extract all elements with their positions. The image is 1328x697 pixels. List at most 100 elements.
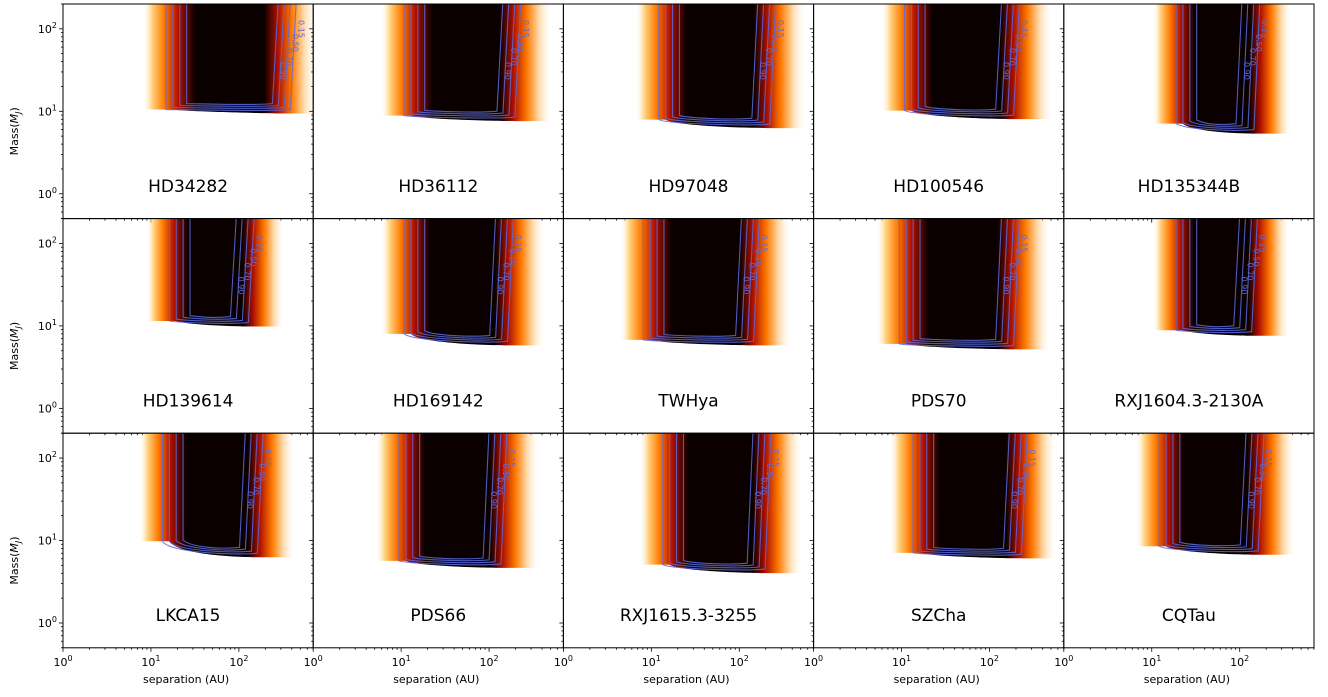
panel-title: CQTau	[1162, 606, 1216, 626]
contour-line	[676, 433, 760, 567]
heat-region	[381, 4, 551, 122]
contour-line	[669, 433, 766, 569]
heat-region	[376, 433, 539, 568]
panel-rxj1604.3-2130a: 0.150.500.700.90 RXJ1604.3-2130A	[1059, 218, 1315, 438]
contour-line	[1182, 218, 1252, 332]
heat-region	[139, 433, 294, 558]
heat-region	[1136, 433, 1295, 555]
contour-label: 0.90	[742, 277, 751, 295]
contour-line	[161, 433, 264, 555]
contour-label: 0.50	[765, 463, 774, 481]
x-tick-label: 100	[554, 654, 573, 669]
contour-label: 0.15	[1258, 235, 1267, 253]
contour-label: 0.50	[1021, 463, 1030, 481]
contour-label: 0.90	[1002, 277, 1011, 295]
contour-label: 0.70	[1246, 263, 1255, 281]
panel-heatmap: 0.150.500.700.90	[636, 4, 805, 129]
tick-marks	[1059, 432, 1315, 652]
panel-heatmap: 0.150.500.700.90	[381, 218, 544, 346]
contour-line	[671, 4, 765, 122]
contour-label: 0.15	[521, 20, 530, 38]
contour-line	[182, 433, 246, 549]
panel-cqtau: 0.150.500.700.90 CQTau	[1059, 432, 1315, 652]
contour-label: 0.90	[753, 491, 762, 509]
contour-label: 0.90	[489, 491, 498, 509]
x-tick-label: 102	[730, 654, 749, 669]
contour-label: 0.15	[1260, 20, 1269, 38]
contour-label: 0.90	[236, 277, 245, 295]
contour-line	[926, 433, 1016, 552]
contour-line	[1165, 433, 1259, 551]
panel-title: HD36112	[398, 177, 478, 197]
panel-heatmap: 0.150.500.700.90	[381, 4, 551, 122]
heat-region	[381, 218, 544, 346]
contour-line	[424, 218, 497, 337]
contour-label: 0.15	[514, 235, 523, 253]
y-tick-label: 101	[38, 103, 57, 118]
x-tick-label: 100	[1054, 654, 1073, 669]
contour-line	[662, 433, 772, 571]
contour-label: 0.70	[1252, 477, 1261, 495]
panel-heatmap: 0.150.500.700.90	[640, 433, 801, 574]
y-axis-label: Mass(MJ)	[8, 536, 23, 584]
panel-heatmap: 0.150.500.700.90	[620, 218, 791, 346]
panel-title: HD169142	[393, 392, 484, 412]
contour-line	[912, 218, 1008, 343]
contour-label: 0.15	[1020, 20, 1029, 38]
panel-title: HD100546	[893, 177, 984, 197]
contour-line	[417, 4, 510, 115]
contour-label: 0.70	[1008, 263, 1017, 281]
panel-szcha: 0.150.500.700.90 SZCha	[809, 432, 1065, 652]
contour-line	[1158, 433, 1265, 553]
panel-heatmap: 0.150.500.700.90	[376, 433, 539, 568]
contour-line	[917, 4, 1008, 113]
contour-label: 0.15	[776, 20, 785, 38]
contour-label: 0.70	[242, 263, 251, 281]
contour-line	[410, 218, 508, 341]
panel-hd169142: 0.150.500.700.90 HD169142	[309, 218, 564, 438]
contour-label: 0.15	[771, 449, 780, 467]
y-tick-label: 101	[38, 318, 57, 333]
panel-heatmap: 0.150.500.700.90	[876, 218, 1050, 350]
contour-label: 0.90	[245, 491, 254, 509]
contour-label: 0.50	[248, 249, 257, 267]
contour-label: 0.50	[515, 34, 524, 52]
contour-label: 0.50	[770, 34, 779, 52]
x-axis-label: separation (AU)	[894, 673, 980, 686]
contour-label: 0.70	[1015, 477, 1024, 495]
panel-title: RXJ1604.3-2130A	[1114, 392, 1263, 412]
x-tick-label: 102	[1230, 654, 1249, 669]
contour-label: 0.70	[495, 477, 504, 495]
contour-label: 0.70	[1008, 48, 1017, 66]
y-tick-label: 100	[38, 400, 57, 415]
x-tick-label: 101	[1142, 654, 1161, 669]
contour-line	[1182, 4, 1255, 129]
heat-region	[143, 4, 314, 114]
contour-line	[905, 218, 1014, 345]
y-tick-label: 102	[38, 21, 57, 36]
panel-title: RXJ1615.3-3255	[620, 606, 757, 626]
y-axis-label: Mass(MJ)	[8, 107, 23, 155]
panel-pds66: 0.150.500.700.90 PDS66	[309, 432, 564, 652]
contour-line	[919, 433, 1022, 554]
contour-line	[1196, 218, 1241, 328]
contour-line	[903, 4, 1020, 117]
contour-line	[405, 433, 502, 564]
contour-label: 0.70	[1248, 48, 1257, 66]
panel-rxj1615.3-3255: 0.150.500.700.90 RXJ1615.3-3255	[559, 432, 815, 652]
panel-hd100546: 0.150.500.700.90 HD100546	[809, 3, 1065, 223]
contour-line	[168, 433, 258, 553]
panel-title: PDS70	[911, 392, 967, 412]
contour-line	[412, 433, 496, 562]
contour-label: 0.90	[278, 62, 287, 80]
contour-line	[172, 4, 291, 109]
contour-line	[165, 4, 297, 111]
contour-line	[410, 4, 516, 117]
contour-label: 0.90	[1240, 277, 1249, 295]
contour-line	[924, 4, 1002, 111]
panel-title: HD34282	[148, 177, 228, 197]
x-tick-label: 100	[304, 654, 323, 669]
panel-hd139614: 0.150.500.700.90 HD139614	[59, 218, 314, 438]
contour-line	[1189, 218, 1246, 330]
contour-line	[403, 4, 522, 119]
